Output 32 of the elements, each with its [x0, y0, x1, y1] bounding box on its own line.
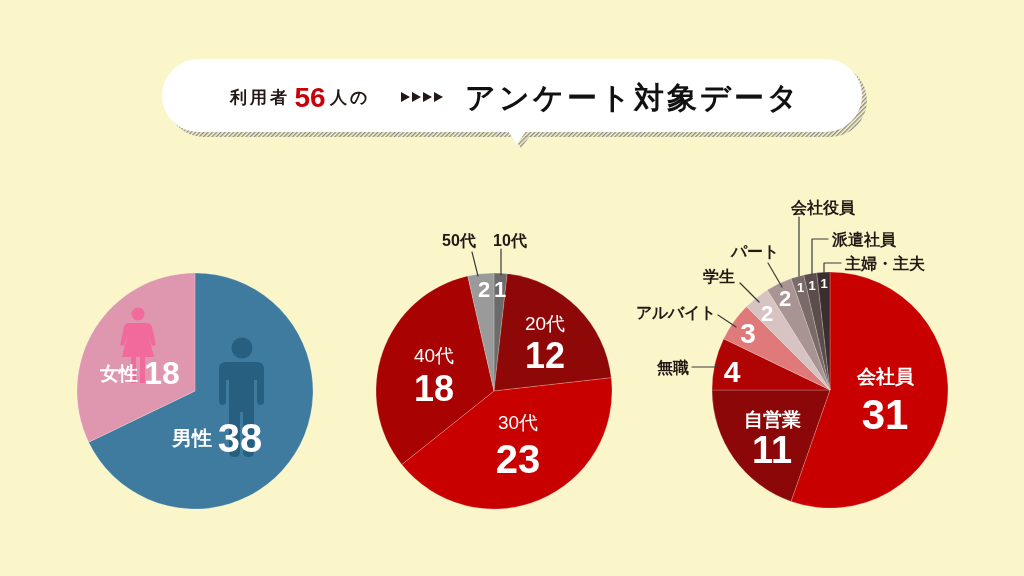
data-label: 12: [524, 334, 566, 376]
slice-label: 無職: [656, 358, 689, 377]
data-label: 2: [477, 276, 491, 302]
data-label: 3: [740, 317, 756, 349]
data-label: 2: [760, 300, 774, 326]
data-label: 4: [723, 354, 741, 388]
slice-label: 男性: [170, 427, 212, 449]
data-label: 1: [820, 276, 828, 292]
slice-label: 30代: [497, 411, 539, 433]
data-label: 2: [778, 285, 792, 311]
slice-label: 自営業: [743, 408, 801, 430]
slice-label: 派遣社員: [831, 230, 897, 248]
slice-label: 主婦・主夫: [844, 253, 926, 272]
slice-label: 会社員: [855, 365, 914, 387]
data-label: 23: [495, 437, 541, 481]
slice-label: アルバイト: [636, 303, 716, 321]
data-label: 11: [751, 429, 793, 471]
data-label: 31: [861, 390, 909, 438]
slice-label: 50代: [442, 231, 476, 249]
slice-label: 学生: [703, 267, 735, 285]
slice-label: 10代: [493, 231, 527, 249]
slice-label: 会社役員: [790, 198, 856, 216]
data-label: 38: [217, 416, 263, 460]
slice-label: パート: [730, 242, 779, 260]
data-label: 1: [796, 280, 805, 296]
slice-label: 女性: [99, 362, 139, 384]
data-label: 1: [493, 276, 507, 302]
data-label: 18: [413, 367, 455, 409]
slice-label: 40代: [413, 344, 455, 366]
slice-label: 20代: [524, 312, 566, 334]
data-label: 1: [808, 277, 816, 293]
data-label: 18: [144, 355, 180, 391]
